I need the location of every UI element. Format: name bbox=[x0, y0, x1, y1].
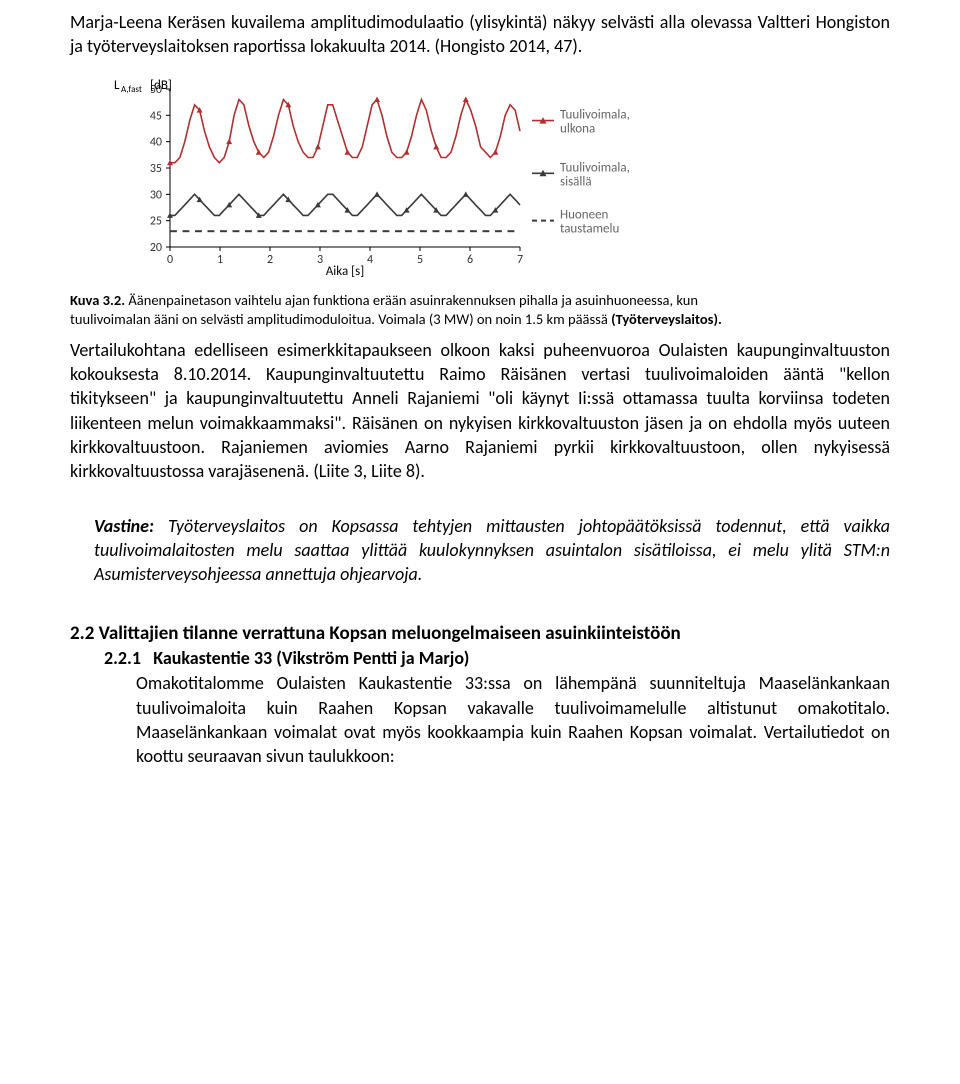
chart-figure: 2025303540455001234567LA,fast[dB]Aika [s… bbox=[110, 77, 890, 277]
svg-text:3: 3 bbox=[317, 253, 323, 267]
vastine-lead: Vastine: bbox=[94, 515, 154, 537]
svg-text:2: 2 bbox=[267, 253, 273, 267]
svg-text:45: 45 bbox=[150, 109, 162, 123]
svg-text:Tuulivoimala,: Tuulivoimala, bbox=[560, 107, 630, 122]
figure-caption: Kuva 3.2. Äänenpainetason vaihtelu ajan … bbox=[70, 291, 770, 330]
svg-text:ulkona: ulkona bbox=[560, 121, 595, 136]
svg-text:Aika [s]: Aika [s] bbox=[326, 264, 364, 277]
svg-text:[dB]: [dB] bbox=[150, 78, 172, 93]
svg-text:40: 40 bbox=[150, 135, 162, 149]
svg-text:taustamelu: taustamelu bbox=[560, 221, 619, 236]
svg-text:sisällä: sisällä bbox=[560, 174, 592, 189]
h3-number: 2.2.1 bbox=[104, 647, 141, 669]
section-heading-2.2.1: 2.2.1 Kaukastentie 33 (Vikström Pentti j… bbox=[104, 647, 890, 669]
noise-chart: 2025303540455001234567LA,fast[dB]Aika [s… bbox=[110, 77, 670, 277]
h2-text: Valittajien tilanne verrattuna Kopsan me… bbox=[99, 622, 681, 645]
svg-text:L: L bbox=[114, 78, 120, 93]
svg-text:0: 0 bbox=[167, 253, 173, 267]
middle-paragraph: Vertailukohtana edelliseen esimerkkitapa… bbox=[70, 338, 890, 484]
figure-caption-tail: (Työterveyslaitos). bbox=[611, 310, 722, 328]
svg-text:7: 7 bbox=[517, 253, 523, 267]
svg-text:20: 20 bbox=[150, 241, 162, 255]
vastine-body: Työterveyslaitos on Kopsassa tehtyjen mi… bbox=[94, 515, 890, 586]
svg-text:35: 35 bbox=[150, 162, 162, 176]
section-2.2.1-paragraph: Omakotitalomme Oulaisten Kaukastentie 33… bbox=[136, 671, 890, 768]
h2-number: 2.2 bbox=[70, 622, 94, 645]
section-heading-2.2: 2.2 Valittajien tilanne verrattuna Kopsa… bbox=[70, 622, 890, 645]
svg-text:Huoneen: Huoneen bbox=[560, 207, 609, 222]
intro-paragraph: Marja-Leena Keräsen kuvailema amplitudim… bbox=[70, 10, 890, 59]
svg-text:1: 1 bbox=[217, 253, 223, 267]
svg-text:5: 5 bbox=[417, 253, 423, 267]
figure-caption-body: Äänenpainetason vaihtelu ajan funktiona … bbox=[70, 291, 698, 329]
h3-text: Kaukastentie 33 (Vikström Pentti ja Marj… bbox=[153, 647, 469, 669]
svg-text:4: 4 bbox=[367, 253, 373, 267]
figure-caption-lead: Kuva 3.2. bbox=[70, 291, 128, 309]
svg-text:A,fast: A,fast bbox=[121, 84, 142, 95]
document-page: Marja-Leena Keräsen kuvailema amplitudim… bbox=[0, 0, 960, 799]
svg-text:30: 30 bbox=[150, 188, 162, 202]
vastine-paragraph: Vastine: Työterveyslaitos on Kopsassa te… bbox=[94, 514, 890, 587]
svg-text:25: 25 bbox=[150, 214, 162, 228]
svg-text:Tuulivoimala,: Tuulivoimala, bbox=[560, 160, 630, 175]
svg-text:6: 6 bbox=[467, 253, 473, 267]
